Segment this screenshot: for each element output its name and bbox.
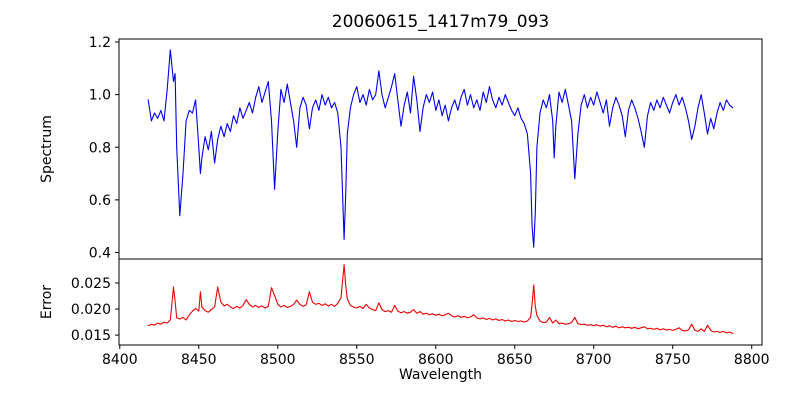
spectrum-y-tick-label: 0.4 (89, 246, 111, 262)
x-tick-label: 8650 (497, 352, 533, 368)
error-y-tick-label: 0.025 (71, 276, 111, 292)
chart-title: 20060615_1417m79_093 (331, 12, 550, 32)
x-tick-label: 8400 (102, 352, 138, 368)
error-y-tick-label: 0.015 (71, 328, 111, 344)
error-subplot: 0.015 0.020 0.025 8400 8450 8500 8550 8600 8650 8… (71, 258, 770, 368)
x-tick-label: 8500 (260, 352, 296, 368)
spectrum-y-tick-label: 1.2 (89, 35, 111, 51)
error-line (147, 264, 734, 335)
spectrum-subplot: 0.4 0.6 0.8 1.0 1.2 (89, 35, 763, 262)
spectrum-y-tick-label: 0.8 (89, 140, 111, 156)
spectrum-y-tick-label: 0.6 (89, 193, 111, 209)
x-tick-label: 8750 (655, 352, 691, 368)
error-axes-frame (118, 258, 763, 346)
x-tick-label: 8800 (734, 352, 770, 368)
x-axis-label: Wavelength (398, 367, 483, 383)
x-tick-label: 8600 (418, 352, 454, 368)
x-tick-label: 8700 (576, 352, 612, 368)
x-tick-label: 8550 (339, 352, 375, 368)
spectrum-y-tick-label: 1.0 (89, 88, 111, 104)
spectrum-axes-frame (118, 38, 763, 260)
x-tick-label: 8450 (181, 352, 217, 368)
spectrum-line (147, 49, 734, 248)
error-y-tick-label: 0.020 (71, 302, 111, 318)
